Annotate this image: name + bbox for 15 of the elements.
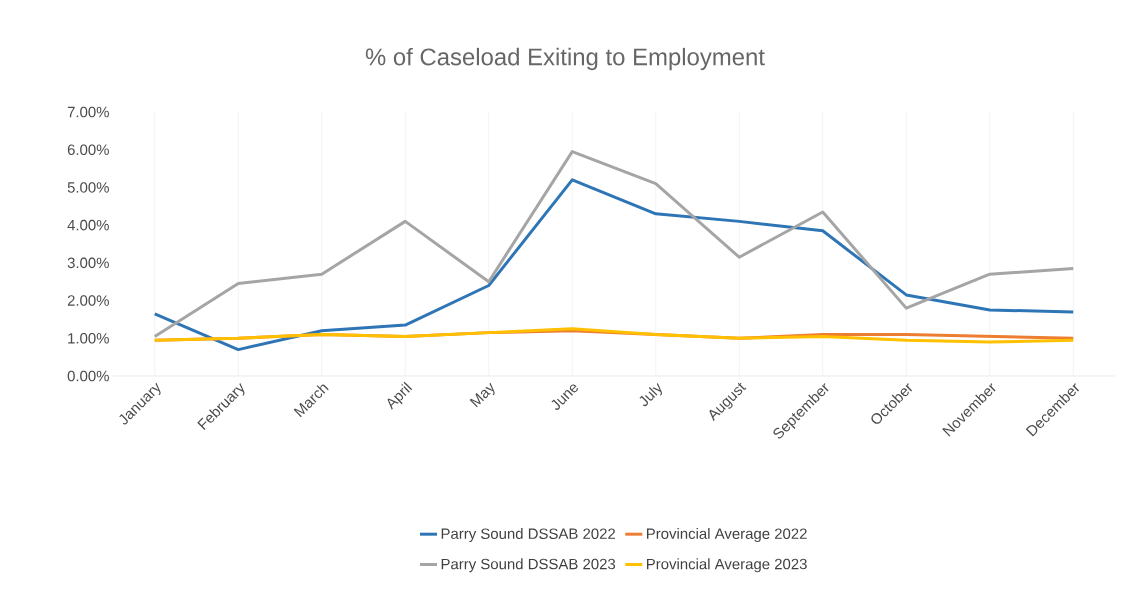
y-tick-label: 1.00% — [68, 332, 109, 344]
y-tick-label: 4.00% — [67, 219, 109, 231]
y-tick-label: 6.00% — [67, 144, 109, 155]
x-tick-label: July — [639, 383, 662, 407]
x-tick-label: May — [469, 382, 495, 408]
y-tick-label: 7.00% — [67, 106, 109, 118]
y-tick-label: 0.00% — [67, 370, 109, 382]
legend-label: Provincial Average 2023 — [646, 558, 807, 573]
legend-label: Parry Sound DSSAB 2022 — [441, 528, 616, 542]
chart-title: % of Caseload Exiting to Employment — [365, 47, 765, 71]
y-tick-label: 5.00% — [67, 182, 109, 193]
legend-label: Provincial Average 2022 — [646, 528, 807, 542]
y-tick-label: 3.00% — [67, 257, 109, 269]
y-tick-label: 2.00% — [67, 295, 109, 306]
legend-label: Parry Sound DSSAB 2023 — [441, 558, 616, 573]
